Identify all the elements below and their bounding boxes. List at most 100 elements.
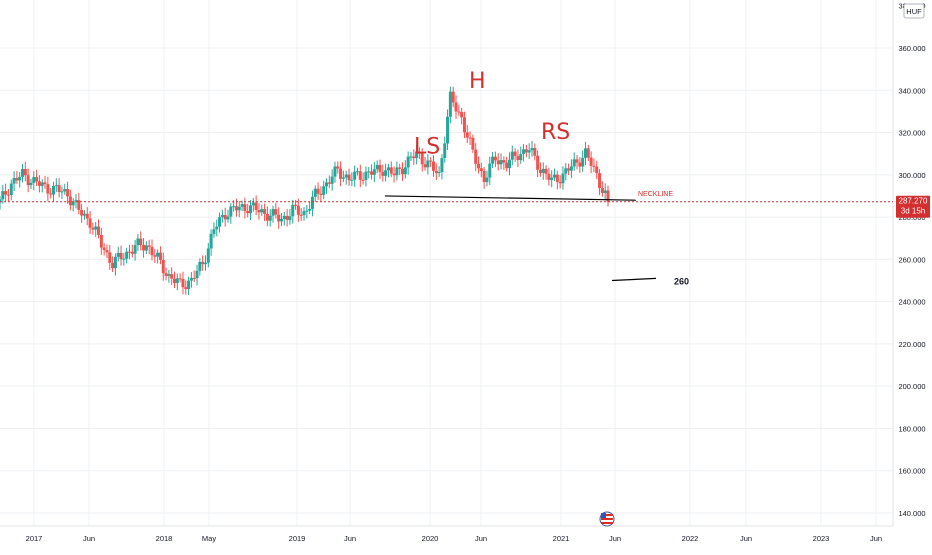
- x-tick-label: Jun: [475, 534, 487, 543]
- head-label: H: [469, 69, 486, 94]
- candle: [479, 162, 483, 178]
- candle: [384, 163, 388, 182]
- candle: [195, 264, 199, 286]
- candle: [60, 186, 64, 200]
- x-tick-labels: 2017 Jun 2018 May 2019 Jun 2020 Jun 2021 Jun 2022 J…: [26, 534, 882, 543]
- candle: [4, 183, 8, 202]
- candle: [330, 169, 334, 191]
- candle: [150, 239, 154, 261]
- candle: [333, 161, 337, 183]
- candle: [313, 185, 317, 202]
- candle: [327, 175, 331, 189]
- candle: [192, 270, 196, 282]
- candle: [77, 192, 81, 215]
- candle: [507, 152, 511, 176]
- candle: [423, 156, 427, 171]
- candle: [94, 221, 98, 237]
- candle: [339, 161, 343, 187]
- candle: [88, 211, 92, 235]
- candle: [524, 144, 528, 158]
- candle: [406, 151, 410, 175]
- candle: [43, 176, 47, 189]
- candle: [355, 167, 359, 176]
- candle: [538, 162, 542, 177]
- candle: [474, 143, 478, 172]
- currency-label: HUF: [906, 7, 922, 16]
- candle: [426, 154, 430, 175]
- candle: [581, 150, 585, 172]
- candle: [282, 211, 286, 226]
- y-tick-label: 160.000: [898, 467, 925, 476]
- candle: [125, 247, 129, 264]
- candle: [15, 170, 19, 184]
- price-tag-countdown: 3d 15h: [901, 207, 925, 216]
- candle: [116, 246, 120, 262]
- neckline-label: NECKLINE: [638, 191, 673, 198]
- time-axis-bg[interactable]: [0, 526, 932, 550]
- candle: [567, 163, 571, 175]
- candle: [29, 179, 33, 190]
- candle: [184, 280, 188, 295]
- x-tick-label: May: [202, 534, 216, 543]
- candle: [136, 233, 140, 251]
- candle: [113, 253, 117, 276]
- candle: [477, 156, 481, 174]
- price-axis-bg[interactable]: [893, 0, 932, 550]
- candle: [178, 273, 182, 283]
- candle: [398, 163, 402, 176]
- candle: [417, 147, 421, 159]
- candle: [153, 248, 157, 263]
- candle: [465, 124, 469, 144]
- candle: [527, 143, 531, 160]
- candle: [102, 243, 106, 256]
- candle: [251, 197, 255, 212]
- candle: [561, 166, 565, 190]
- candle: [271, 205, 275, 223]
- currency-badge-bg: [903, 3, 925, 19]
- candle: [389, 161, 393, 178]
- candle: [401, 162, 405, 181]
- candle: [361, 172, 365, 185]
- us-flag-icon[interactable]: [599, 511, 615, 527]
- candle: [257, 203, 261, 220]
- candle: [285, 209, 289, 227]
- target-line[interactable]: [611, 277, 657, 282]
- candle: [26, 168, 30, 193]
- y-tick-label: 200.000: [898, 382, 925, 391]
- candle: [547, 167, 551, 186]
- y-tick-label: 140.000: [898, 509, 925, 518]
- candle: [598, 169, 602, 196]
- candle: [40, 179, 44, 193]
- candle: [353, 165, 357, 187]
- candle: [206, 243, 210, 268]
- candle: [158, 246, 162, 265]
- candle: [240, 200, 244, 212]
- candle: [347, 168, 351, 186]
- candle: [370, 164, 374, 180]
- candle: [111, 256, 115, 273]
- candle: [513, 148, 517, 162]
- candle: [386, 163, 390, 178]
- neckline-line[interactable]: [384, 195, 637, 201]
- candle: [519, 146, 523, 164]
- currency-badge[interactable]: HUF: [903, 3, 925, 19]
- candle: [130, 244, 134, 258]
- candle: [502, 156, 506, 170]
- candle: [164, 267, 168, 281]
- candle: [181, 271, 185, 295]
- x-tick-label: 2018: [156, 534, 173, 543]
- x-tick-label: 2019: [289, 534, 306, 543]
- candle: [488, 156, 492, 185]
- candle: [21, 164, 25, 183]
- candle: [220, 209, 224, 223]
- candle: [378, 159, 382, 179]
- candle: [97, 219, 101, 239]
- candle: [32, 171, 36, 191]
- candle: [499, 153, 503, 170]
- candle: [600, 181, 604, 197]
- candle: [203, 255, 207, 271]
- candle: [446, 109, 450, 150]
- candle: [550, 170, 554, 188]
